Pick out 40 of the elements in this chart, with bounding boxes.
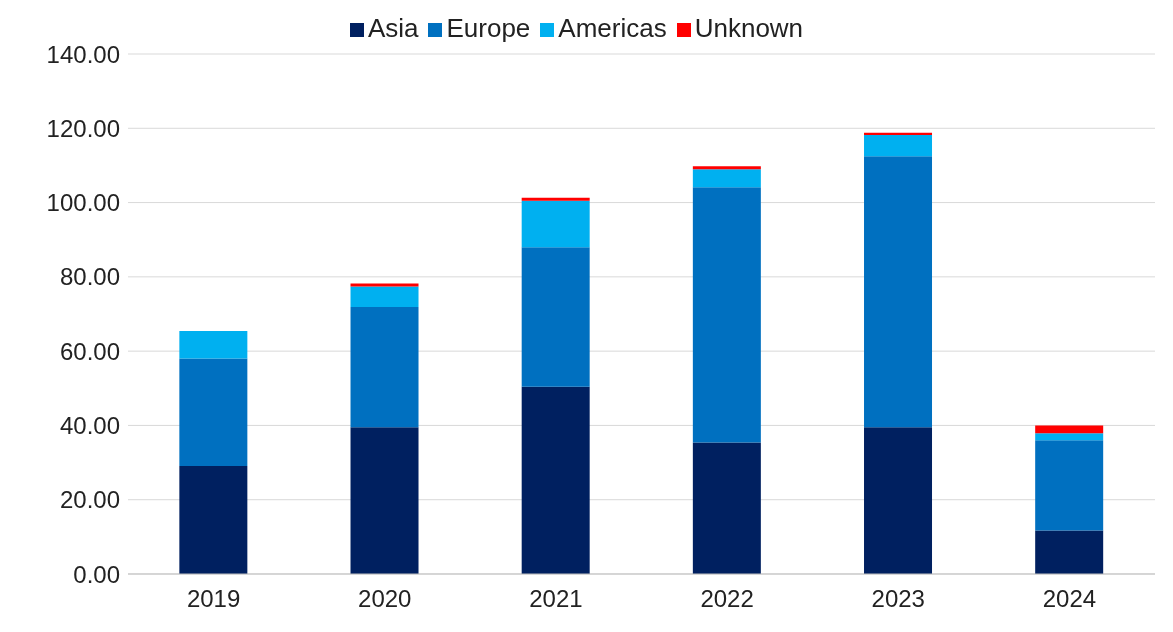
x-tick-label: 2023	[871, 585, 925, 613]
x-tick-label: 2020	[358, 585, 412, 613]
bar	[1035, 433, 1104, 441]
bar	[350, 286, 419, 307]
legend-label: Europe	[446, 13, 531, 43]
bar	[692, 169, 761, 188]
bar	[864, 427, 933, 574]
x-tick-label: 2021	[529, 585, 583, 613]
bar	[179, 331, 248, 359]
legend-label: Asia	[367, 13, 419, 43]
legend-label: Americas	[558, 13, 667, 43]
y-tick-label: 140.00	[46, 40, 120, 68]
bar	[350, 427, 419, 574]
bar	[179, 465, 248, 574]
bar	[864, 134, 933, 157]
bar	[1035, 440, 1104, 531]
x-tick-label: 2024	[1042, 585, 1097, 613]
y-tick-label: 0.00	[73, 560, 120, 588]
bar	[179, 358, 248, 466]
bar	[521, 247, 590, 387]
y-tick-label: 40.00	[59, 411, 120, 439]
bar	[521, 200, 590, 248]
bar	[350, 283, 419, 287]
bar	[864, 156, 933, 428]
bar	[692, 442, 761, 574]
y-tick-label: 20.00	[59, 486, 120, 514]
bar	[1035, 425, 1104, 434]
y-tick-label: 80.00	[59, 263, 120, 291]
bar	[521, 197, 590, 201]
legend-label: Unknown	[694, 13, 804, 43]
bar	[350, 306, 419, 428]
y-tick-label: 120.00	[46, 114, 120, 142]
bar	[521, 386, 590, 574]
x-tick-label: 2022	[700, 585, 754, 613]
bar	[692, 166, 761, 170]
y-tick-label: 60.00	[59, 337, 120, 365]
bar	[1035, 530, 1104, 574]
x-tick-label: 2019	[186, 585, 241, 613]
y-tick-label: 100.00	[46, 189, 120, 217]
bar	[692, 187, 761, 443]
